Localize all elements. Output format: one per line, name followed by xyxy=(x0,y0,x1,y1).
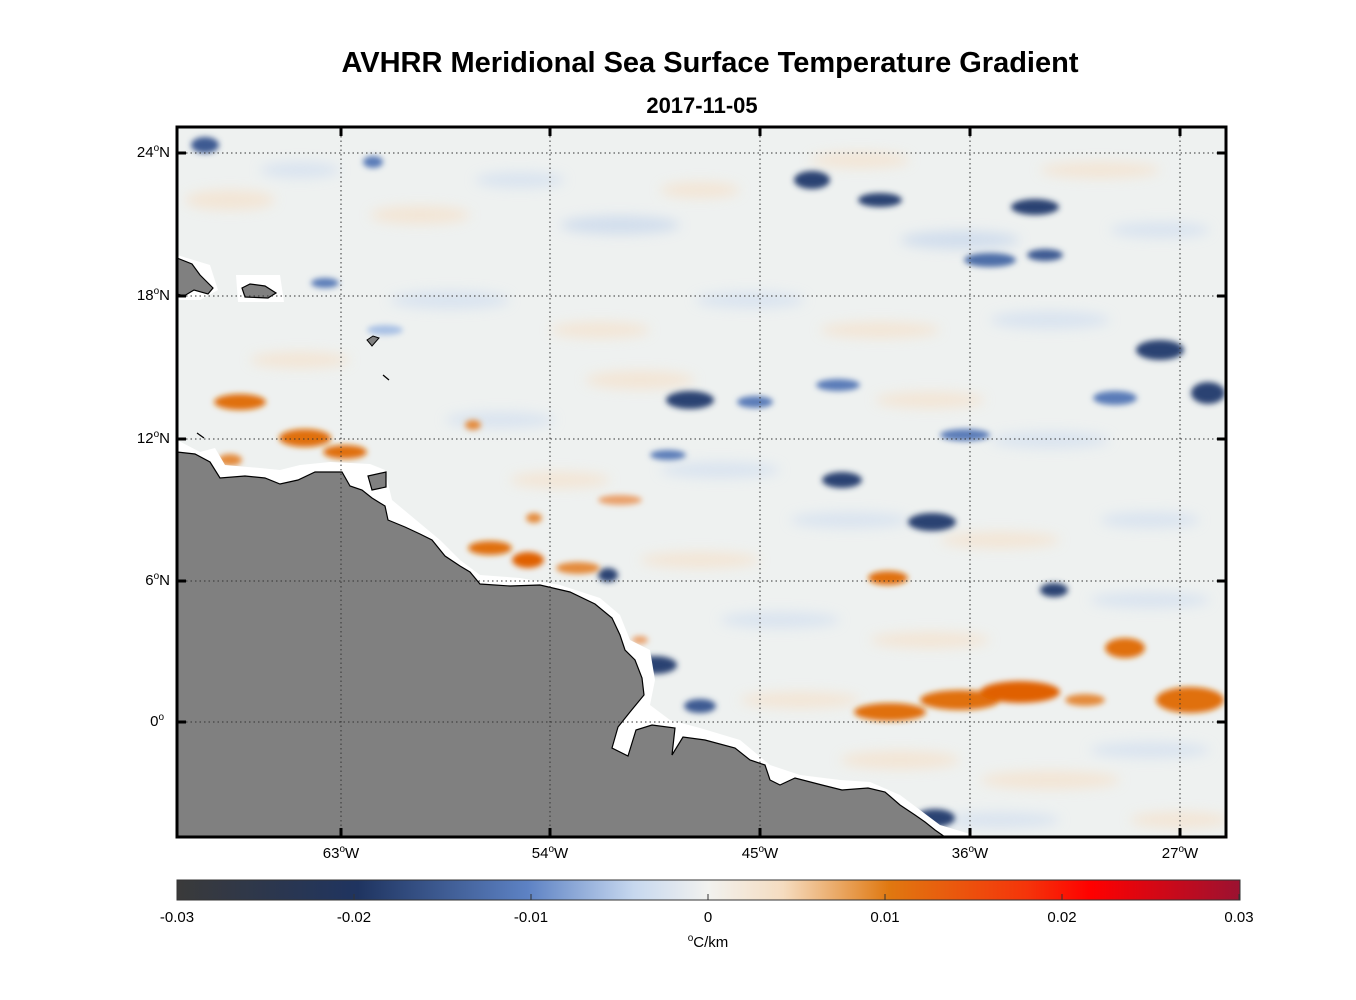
lat-label-18n: 18oN xyxy=(136,286,170,305)
south-america-landmass xyxy=(177,451,947,837)
colorbar-unit-label: oC/km xyxy=(687,933,729,952)
caribbean-island-2 xyxy=(241,283,278,299)
frame-ticks xyxy=(177,127,1226,837)
colorbar-tick-label: -0.03 xyxy=(159,909,195,926)
sst-gradient-field xyxy=(177,127,1226,837)
lon-label-27w: 27oW xyxy=(1161,844,1199,863)
chart-subtitle: 2017-11-05 xyxy=(646,93,758,118)
small-island-1 xyxy=(366,335,380,347)
graticule xyxy=(177,127,1226,837)
lat-label-24n: 24oN xyxy=(136,143,170,162)
chart-title: AVHRR Meridional Sea Surface Temperature… xyxy=(341,47,1079,79)
lon-label-36w: 36oW xyxy=(951,844,989,863)
colorbar-tick-label: 0.03 xyxy=(1224,909,1254,926)
colorbar-tick-label: 0 xyxy=(703,909,713,926)
positive-gradient-patches xyxy=(214,394,1224,721)
colorbar-tick-label: 0.02 xyxy=(1047,909,1077,926)
map-frame xyxy=(175,125,1228,839)
lon-label-63w: 63oW xyxy=(322,844,360,863)
weak-anomaly-patches xyxy=(185,152,1226,828)
trinidad-island xyxy=(367,471,387,491)
colorbar-ticks xyxy=(176,894,1240,900)
small-island-3 xyxy=(196,432,205,439)
colorbar-tick-label: 0.01 xyxy=(870,909,900,926)
lat-label-0: 0o xyxy=(150,712,164,731)
colorbar-tick-label: -0.01 xyxy=(513,909,549,926)
colorbar-tick-label: -0.02 xyxy=(336,909,372,926)
lon-label-54w: 54oW xyxy=(531,844,569,863)
lon-label-45w: 45oW xyxy=(741,844,779,863)
negative-gradient-patches xyxy=(191,137,1225,827)
lat-label-6n: 6oN xyxy=(145,571,170,590)
lat-label-12n: 12oN xyxy=(136,429,170,448)
small-island-2 xyxy=(382,374,390,381)
